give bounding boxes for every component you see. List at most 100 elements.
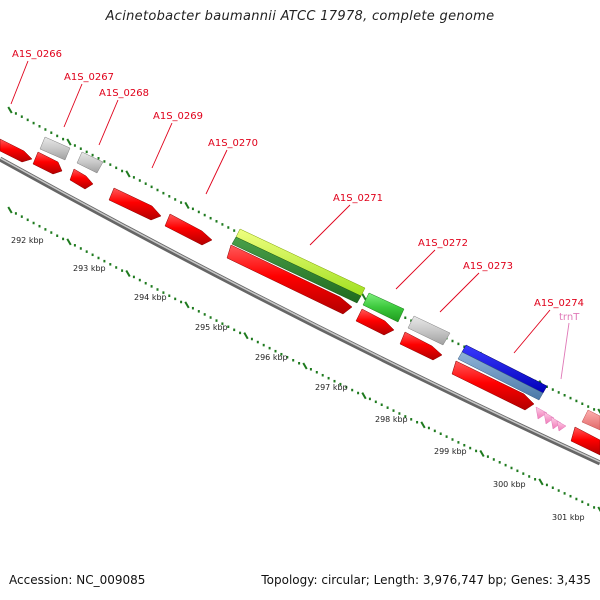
gene-arrow-red[interactable]	[69, 168, 94, 190]
ruler-minor-tick	[115, 266, 118, 269]
topology-text: Topology: circular; Length: 3,976,747 bp…	[261, 573, 591, 587]
gene-arrow-A1S_0268[interactable]	[76, 151, 104, 174]
ruler-minor-tick	[32, 221, 35, 225]
ruler-minor-tick	[62, 137, 65, 141]
ruler-minor-tick	[410, 319, 413, 322]
ruler-minor-tick	[20, 115, 23, 118]
ruler-minor-tick	[103, 259, 106, 263]
scale-tick-label: 300 kbp	[493, 480, 526, 489]
ruler-minor-tick	[575, 497, 578, 501]
ruler-minor-tick	[575, 399, 578, 403]
ruler-minor-tick	[109, 163, 112, 166]
gene-arrow-red[interactable]	[226, 244, 353, 315]
ruler-minor-tick	[522, 472, 525, 475]
ruler-minor-tick	[73, 244, 76, 247]
ruler-minor-tick	[44, 128, 47, 131]
trna-leader	[560, 322, 570, 380]
ruler-minor-tick	[551, 486, 554, 489]
ruler-minor-tick	[557, 391, 560, 394]
ruler-minor-tick	[268, 346, 271, 350]
gene-arrow-A1S_0272[interactable]	[362, 292, 405, 323]
ruler-minor-tick	[233, 229, 236, 232]
ruler-minor-tick	[38, 224, 41, 228]
ruler-minor-tick	[79, 247, 82, 250]
ruler-minor-tick	[286, 355, 289, 359]
ruler-minor-tick	[504, 463, 507, 467]
ruler-minor-tick	[327, 376, 330, 380]
gene-arrow-A1S_0270[interactable]	[164, 213, 213, 246]
gene-arrow-red[interactable]	[399, 331, 443, 361]
ruler-minor-tick	[545, 483, 548, 487]
gene-arrow-A1S_0267[interactable]	[39, 136, 71, 161]
ruler-minor-tick	[62, 237, 65, 241]
gene-arrow-red[interactable]	[355, 308, 395, 336]
ruler-major-tick	[243, 332, 249, 340]
ruler-minor-tick	[486, 455, 489, 458]
gene-arrow-red[interactable]	[570, 426, 600, 456]
ruler-minor-tick	[569, 494, 572, 498]
gene-bar-A1S_0271-band[interactable]	[231, 236, 362, 304]
ruler-minor-tick	[197, 310, 200, 313]
ruler-minor-tick	[563, 394, 566, 397]
gene-arrow-A1S_0269[interactable]	[108, 187, 162, 221]
gene-arrow-A1S_0273[interactable]	[407, 315, 451, 346]
ruler-minor-tick	[321, 373, 324, 377]
trna-arrow-trnT[interactable]	[556, 420, 567, 432]
ruler-minor-tick	[14, 212, 17, 215]
ruler-minor-tick	[20, 215, 23, 218]
ruler-minor-tick	[26, 118, 29, 122]
ruler-minor-tick	[398, 412, 401, 415]
ruler-minor-tick	[91, 153, 94, 157]
gene-label: A1S_0267	[64, 72, 114, 83]
ruler-major-tick	[479, 449, 485, 458]
ruler-minor-tick	[180, 201, 183, 204]
ruler-major-tick	[7, 106, 13, 114]
ruler-minor-tick	[492, 458, 495, 461]
ruler-minor-tick	[280, 352, 283, 356]
ruler-minor-tick	[44, 228, 47, 231]
scale-tick-label: 299 kbp	[434, 447, 467, 456]
ruler-minor-tick	[345, 385, 348, 389]
genome-backbone	[0, 156, 600, 466]
ruler-minor-tick	[215, 220, 218, 223]
ruler-minor-tick	[427, 426, 430, 430]
scale-tick-label: 293 kbp	[73, 264, 106, 273]
ruler-minor-tick	[156, 188, 159, 192]
ruler-minor-tick	[233, 328, 236, 332]
ruler-minor-tick	[85, 250, 88, 253]
gene-arrow-red[interactable]	[451, 360, 535, 411]
ruler-minor-tick	[404, 316, 407, 320]
trna-arrow-trnT[interactable]	[543, 411, 555, 425]
ruler-minor-tick	[274, 349, 277, 353]
ruler-major-tick	[184, 301, 190, 309]
ruler-minor-tick	[174, 297, 177, 301]
ruler-minor-tick	[351, 388, 354, 392]
trna-arrow-trnT[interactable]	[535, 406, 548, 420]
trna-arrow-trnT[interactable]	[550, 416, 562, 430]
ruler-minor-tick	[451, 339, 454, 343]
ruler-minor-tick	[587, 503, 590, 506]
ruler-minor-tick	[463, 443, 466, 447]
ruler-minor-tick	[203, 313, 206, 316]
ruler-minor-tick	[32, 121, 35, 125]
ruler-major-tick	[361, 293, 367, 301]
ruler-minor-tick	[50, 131, 53, 134]
gene-arrow-red[interactable]	[32, 151, 63, 175]
gene-label: A1S_0271	[333, 193, 383, 204]
gene-arrow-A1S_0266[interactable]	[0, 138, 33, 163]
scale-tick-label: 292 kbp	[11, 236, 44, 245]
gene-label: A1S_0269	[153, 111, 203, 122]
ruler-minor-tick	[221, 223, 224, 226]
ruler-minor-tick	[156, 288, 159, 291]
ruler-minor-tick	[593, 408, 596, 411]
gene-labels: A1S_0266 A1S_0267 A1S_0268 A1S_0269 A1S_…	[12, 49, 584, 309]
ruler-minor-tick	[168, 195, 171, 198]
gene-arrow-salmon[interactable]	[581, 409, 600, 431]
scale-tick-label: 297 kbp	[315, 383, 348, 392]
gene-bar-A1S_0274-band[interactable]	[457, 351, 544, 401]
ruler-minor-tick	[227, 226, 230, 229]
ruler-minor-tick	[203, 213, 206, 217]
ruler-minor-tick	[250, 337, 253, 341]
ruler-minor-tick	[410, 418, 413, 421]
gene-label: A1S_0266	[12, 49, 62, 60]
